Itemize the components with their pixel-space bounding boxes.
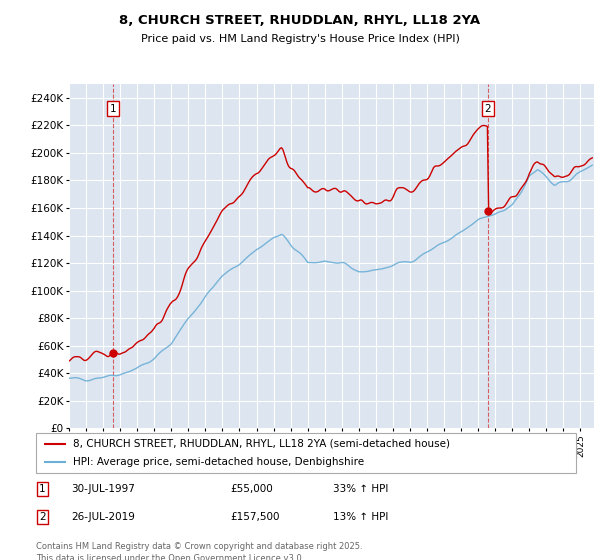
Text: 8, CHURCH STREET, RHUDDLAN, RHYL, LL18 2YA (semi-detached house): 8, CHURCH STREET, RHUDDLAN, RHYL, LL18 2… bbox=[73, 439, 450, 449]
Text: 30-JUL-1997: 30-JUL-1997 bbox=[71, 484, 135, 494]
Text: HPI: Average price, semi-detached house, Denbighshire: HPI: Average price, semi-detached house,… bbox=[73, 458, 364, 467]
Text: 26-JUL-2019: 26-JUL-2019 bbox=[71, 512, 135, 522]
Text: 13% ↑ HPI: 13% ↑ HPI bbox=[333, 512, 388, 522]
FancyBboxPatch shape bbox=[36, 433, 576, 473]
Text: Price paid vs. HM Land Registry's House Price Index (HPI): Price paid vs. HM Land Registry's House … bbox=[140, 34, 460, 44]
Text: 2: 2 bbox=[39, 512, 46, 522]
Text: 33% ↑ HPI: 33% ↑ HPI bbox=[333, 484, 388, 494]
Text: £157,500: £157,500 bbox=[230, 512, 280, 522]
Text: 8, CHURCH STREET, RHUDDLAN, RHYL, LL18 2YA: 8, CHURCH STREET, RHUDDLAN, RHYL, LL18 2… bbox=[119, 14, 481, 27]
Text: 1: 1 bbox=[110, 104, 116, 114]
Text: Contains HM Land Registry data © Crown copyright and database right 2025.
This d: Contains HM Land Registry data © Crown c… bbox=[36, 542, 362, 560]
Text: 2: 2 bbox=[485, 104, 491, 114]
Text: £55,000: £55,000 bbox=[230, 484, 273, 494]
Text: 1: 1 bbox=[39, 484, 46, 494]
